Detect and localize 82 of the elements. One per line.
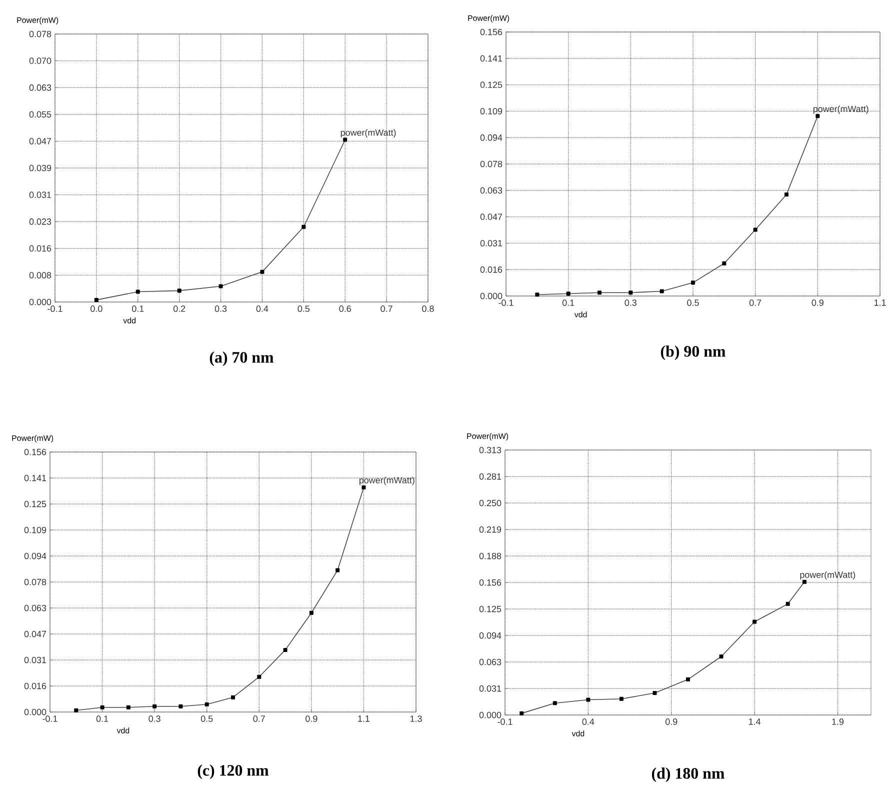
y-tick-label: 0.047 [29,138,52,144]
x-tick-label: 1.4 [749,718,761,725]
y-tick-label: 0.250 [479,500,502,506]
y-tick-label: 0.141 [480,55,502,62]
y-tick-label: 0.008 [29,272,52,278]
y-tick-label: 0.000 [24,708,46,716]
x-tick-label: 0.0 [90,306,102,312]
series-label: power(mWatt) [800,571,856,580]
x-tick-label: 0.5 [298,306,310,312]
y-tick-label: 0.078 [29,30,52,38]
y-tick-label: 0.063 [479,658,502,666]
y-tick-label: 0.156 [479,579,502,586]
y-tick-label: 0.016 [29,245,52,252]
x-tick-label: 0.5 [200,716,213,722]
y-tick-label: 0.023 [29,218,52,225]
y-tick-label: 0.156 [24,448,46,456]
x-tick-label: 0.5 [687,300,699,306]
text: (b) 90 nm [660,346,726,360]
y-tick-label: 0.055 [29,111,52,118]
x-tick-label: 0.3 [214,306,227,312]
y-tick-label: 0.094 [24,552,46,560]
x-tick-label: 0.4 [582,718,594,725]
x-tick-label: 1.1 [358,716,370,722]
x-tick-label: 0.7 [380,306,392,312]
y-tick-label: 0.063 [480,187,502,194]
x-tick-label: 1.9 [832,718,844,725]
y-tick-label: 0.125 [24,500,46,508]
y-tick-label: 0.078 [480,160,502,168]
y-tick-label: 0.016 [24,682,46,690]
x-tick-label: 0.7 [253,716,265,722]
y-tick-label: 0.141 [24,474,46,482]
series-label: power(mWatt) [340,129,396,138]
x-tick-label: 0.8 [422,306,434,312]
x-tick-label: 0.6 [339,306,351,312]
x-tick-label: -0.1 [498,718,512,725]
x-tick-label: 0.3 [148,716,160,722]
x-tick-label: 0.3 [624,300,637,306]
y-tick-label: 0.063 [24,604,46,612]
x-tick-label: 0.1 [132,306,144,312]
x-tick-label: 0.1 [96,716,108,722]
y-tick-label: 0.070 [29,58,52,64]
y-tick-label: 0.000 [480,292,502,300]
y-tick-label: 0.125 [480,82,502,88]
y-tick-label: 0.094 [479,632,502,639]
x-tick-label: 1.3 [410,716,422,722]
x-tick-label: 1.1 [874,300,886,306]
y-tick-label: 0.281 [479,473,502,480]
text: (a) 70 nm [210,352,274,366]
y-tick-label: 0.109 [480,108,502,114]
y-tick-label: 0.031 [479,685,502,692]
x-tick-label: 0.2 [173,306,186,312]
x-tick-label: 0.1 [562,300,574,306]
y-tick-label: 0.016 [480,266,502,273]
x-tick-label: -0.1 [42,716,58,722]
x-tick-label: 0.4 [256,306,268,312]
series-label: power(mWatt) [813,106,868,114]
text: (c) 120 nm [198,764,269,780]
y-tick-label: 0.313 [479,446,502,454]
y-tick-label: 0.031 [29,192,52,198]
y-tick-label: 0.125 [479,606,502,612]
y-tick-label: 0.156 [480,28,502,36]
y-tick-label: 0.078 [24,578,46,586]
y-tick-label: 0.000 [29,298,52,306]
y-tick-label: 0.063 [29,84,52,91]
x-tick-label: 0.9 [665,718,678,725]
y-tick-label: 0.039 [29,164,52,172]
y-tick-label: 0.031 [24,656,46,664]
series-label: power(mWatt) [359,476,414,486]
y-tick-label: 0.000 [479,712,502,718]
y-tick-label: 0.109 [24,526,46,534]
x-tick-label: 0.7 [749,300,762,306]
x-tick-label: 0.9 [306,716,318,722]
text: (d) 180 nm [652,768,724,782]
y-tick-label: 0.188 [479,552,502,560]
x-tick-label: -0.1 [498,300,514,306]
y-tick-label: 0.031 [480,240,502,246]
y-tick-label: 0.219 [479,526,502,533]
x-tick-label: -0.1 [48,306,62,312]
y-tick-label: 0.094 [480,134,502,141]
y-tick-label: 0.047 [480,214,502,220]
y-tick-label: 0.047 [24,630,46,638]
x-tick-label: 0.9 [812,300,824,306]
